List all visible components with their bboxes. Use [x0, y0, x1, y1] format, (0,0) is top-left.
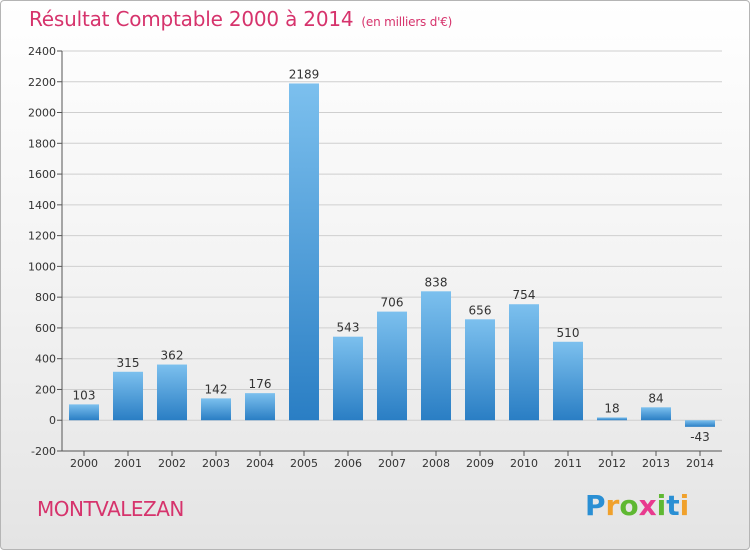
y-tick-label: -200 [31, 445, 56, 458]
bars [69, 83, 715, 427]
bar-2004 [245, 393, 275, 421]
value-label-2002: 362 [161, 349, 184, 363]
bar-2005 [289, 83, 319, 421]
logo-letter: P [585, 489, 606, 522]
y-tick-label: 2000 [28, 107, 56, 120]
bar-2010 [509, 304, 539, 421]
y-tick-label: 2200 [28, 76, 56, 89]
y-tick-label: 800 [35, 291, 56, 304]
x-tick-label: 2004 [246, 457, 274, 470]
y-tick-label: 1400 [28, 199, 56, 212]
x-tick-label: 2014 [686, 457, 714, 470]
bar-2002 [157, 364, 187, 421]
chart-title: Résultat Comptable 2000 à 2014 (en millie… [29, 7, 452, 31]
x-tick-label: 2012 [598, 457, 626, 470]
logo-letter: r [605, 489, 620, 522]
y-tick-label: 1200 [28, 230, 56, 243]
value-label-2011: 510 [557, 326, 580, 340]
x-tick-label: 2008 [422, 457, 450, 470]
bar-2009 [465, 319, 495, 421]
proxiti-logo: Proxiti [585, 489, 689, 522]
value-labels: 103 315 362 142 176 2189 543 706 838 656 754 510 18 8… [73, 67, 710, 443]
bar-2001 [113, 371, 143, 421]
value-label-2001: 315 [117, 356, 140, 370]
bar-2006 [333, 336, 363, 421]
y-tick-label: 2400 [28, 45, 56, 58]
y-tick-label: 1800 [28, 137, 56, 150]
logo-letter: o [619, 489, 639, 522]
commune-name: MONTVALEZAN [37, 497, 184, 521]
x-tick-label: 2009 [466, 457, 494, 470]
y-tick-label: 1000 [28, 260, 56, 273]
logo-letter: t [666, 489, 680, 522]
x-tick-label: 2010 [510, 457, 538, 470]
value-label-2010: 754 [513, 288, 536, 302]
x-tick-label: 2005 [290, 457, 318, 470]
value-label-2005: 2189 [289, 67, 320, 81]
x-tick-label: 2013 [642, 457, 670, 470]
y-tick-label: 400 [35, 353, 56, 366]
x-tick-label: 2011 [554, 457, 582, 470]
x-tick-label: 2007 [378, 457, 406, 470]
logo-letter: i [679, 489, 690, 522]
value-label-2009: 656 [469, 303, 492, 317]
x-tick-label: 2000 [70, 457, 98, 470]
bar-2000 [69, 404, 99, 421]
value-label-2013: 84 [648, 391, 663, 405]
y-tick-label: 0 [49, 414, 56, 427]
y-tick-label: 600 [35, 322, 56, 335]
chart-title-main: Résultat Comptable 2000 à 2014 [29, 7, 354, 31]
value-label-2012: 18 [604, 401, 619, 415]
value-label-2007: 706 [381, 296, 404, 310]
value-label-2000: 103 [73, 388, 96, 402]
logo-letter: x [638, 489, 657, 522]
x-tick-label: 2002 [158, 457, 186, 470]
bar-2013 [641, 407, 671, 421]
value-label-2003: 142 [205, 382, 228, 396]
y-tick-label: 1600 [28, 168, 56, 181]
bar-2014 [685, 420, 715, 427]
bar-2008 [421, 291, 451, 421]
x-tick-label: 2006 [334, 457, 362, 470]
axes [61, 51, 722, 452]
value-label-2004: 176 [249, 377, 272, 391]
bar-2007 [377, 311, 407, 421]
y-tick-label: 200 [35, 383, 56, 396]
x-tick-label: 2001 [114, 457, 142, 470]
bar-2011 [553, 341, 583, 421]
value-label-2014: -43 [690, 430, 710, 444]
value-label-2006: 543 [337, 321, 360, 335]
logo-letter: i [656, 489, 667, 522]
value-label-2008: 838 [425, 275, 448, 289]
chart-title-unit: (en milliers d'€) [361, 15, 453, 29]
bar-2003 [201, 398, 231, 421]
bar-2012 [597, 417, 627, 421]
y-axis-ticks: -200 0 200 400 600 800 1000 1200 1400 1600 1800 200… [28, 45, 62, 458]
x-axis-ticks: 2000 2001 2002 2003 2004 2005 2006 2007 2008 2009… [70, 451, 714, 470]
x-tick-label: 2003 [202, 457, 230, 470]
